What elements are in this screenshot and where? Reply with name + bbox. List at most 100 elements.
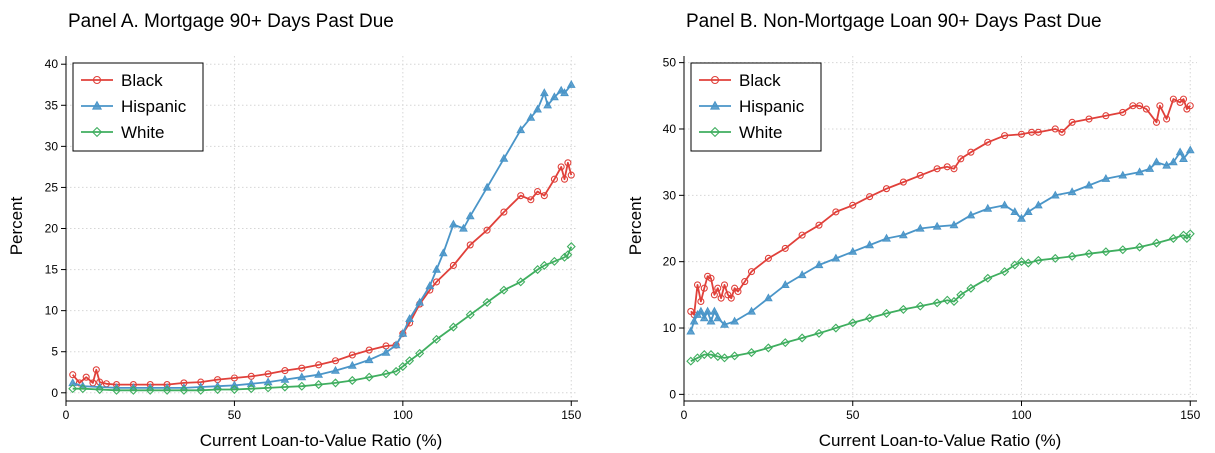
- data-point-black: [1136, 102, 1144, 110]
- data-point-hispanic: [543, 100, 553, 109]
- data-point-hispanic: [797, 270, 807, 279]
- data-point-white: [693, 353, 703, 363]
- data-point-black: [540, 192, 548, 200]
- data-point-hispanic: [1084, 180, 1094, 189]
- legend-item-white: White: [699, 123, 782, 142]
- data-point-black: [1156, 102, 1164, 110]
- axes: 0 50 100 150 0 10 20 30 40 50: [663, 56, 1201, 422]
- data-point-black: [882, 185, 891, 193]
- data-point-hispanic: [713, 313, 723, 322]
- y-tick-label: 10: [45, 304, 59, 318]
- axes: 0 50 100 150 0 5 10 15 20 25 30 35 40: [45, 56, 582, 422]
- data-point-black: [832, 208, 840, 216]
- data-point-white: [68, 384, 78, 394]
- data-point-black: [1058, 128, 1066, 136]
- data-point-white: [814, 328, 824, 338]
- data-point-hispanic: [425, 281, 435, 290]
- data-point-black: [984, 138, 992, 146]
- series-black: [687, 95, 1194, 319]
- data-point-white: [391, 366, 401, 376]
- legend-item-hispanic: Hispanic: [81, 97, 187, 116]
- data-point-black: [466, 241, 474, 249]
- data-point-black: [950, 165, 958, 173]
- data-point-black: [315, 361, 323, 369]
- data-point-white: [1067, 251, 1077, 261]
- data-point-hispanic: [560, 88, 569, 97]
- y-tick-label: 15: [45, 263, 59, 277]
- data-point-hispanic: [347, 360, 357, 369]
- y-tick-label: 35: [45, 98, 59, 112]
- panel-title: Panel A. Mortgage 90+ Days Past Due: [68, 11, 394, 32]
- data-point-hispanic: [230, 380, 239, 389]
- data-point-hispanic: [720, 319, 729, 328]
- data-point-hispanic: [898, 230, 908, 239]
- data-point-white: [1118, 245, 1128, 255]
- data-point-black: [1152, 118, 1161, 126]
- data-point-hispanic: [1118, 170, 1128, 179]
- data-point-black: [1051, 125, 1059, 133]
- data-point-white: [95, 385, 105, 395]
- data-point-white: [1000, 267, 1010, 277]
- data-point-black: [557, 163, 565, 171]
- data-point-white: [145, 385, 155, 395]
- data-point-black: [500, 208, 508, 216]
- data-point-hispanic: [699, 313, 709, 322]
- data-point-hispanic: [539, 88, 549, 97]
- data-point-white: [780, 338, 790, 348]
- data-point-black: [1017, 130, 1026, 138]
- data-point-white: [831, 323, 841, 333]
- data-point-hispanic: [280, 374, 290, 383]
- data-point-hispanic: [448, 219, 458, 228]
- series-white: [68, 242, 576, 395]
- data-point-black: [1186, 102, 1194, 110]
- data-point-black: [264, 370, 272, 378]
- data-point-black: [720, 281, 729, 289]
- y-tick-label: 50: [663, 56, 677, 70]
- data-point-black: [781, 244, 789, 252]
- data-point-white: [448, 322, 458, 332]
- legend-marker: [709, 100, 721, 110]
- y-tick-label: 0: [51, 386, 58, 400]
- data-point-black: [717, 294, 725, 302]
- data-point-white: [763, 343, 773, 353]
- data-point-white: [549, 256, 559, 266]
- data-point-hispanic: [482, 182, 492, 191]
- legend-marker: [710, 75, 720, 85]
- data-point-black: [693, 281, 702, 289]
- data-point-black: [727, 294, 735, 302]
- data-point-black: [967, 148, 975, 156]
- data-point-white: [1050, 253, 1060, 263]
- data-point-white: [942, 295, 952, 305]
- y-tick-label: 40: [663, 122, 677, 136]
- data-point-white: [560, 252, 570, 262]
- data-point-black: [815, 221, 823, 229]
- data-point-hispanic: [516, 125, 526, 134]
- data-point-hispanic: [966, 210, 976, 219]
- data-point-white: [213, 385, 223, 395]
- data-point-hispanic: [747, 306, 756, 315]
- data-point-hispanic: [1067, 187, 1077, 196]
- data-point-hispanic: [1185, 145, 1195, 154]
- data-point-hispanic: [686, 326, 696, 335]
- data-point-black: [1028, 128, 1036, 136]
- series-layer: [68, 79, 576, 395]
- data-point-black: [348, 351, 356, 359]
- data-point-hispanic: [1179, 154, 1188, 162]
- data-point-black: [697, 297, 705, 306]
- data-point-black: [1169, 95, 1177, 103]
- grid: [65, 56, 578, 401]
- data-point-black: [734, 287, 742, 296]
- data-point-hispanic: [763, 293, 773, 302]
- data-point-black: [517, 192, 525, 200]
- data-point-black: [281, 367, 289, 375]
- data-point-hispanic: [1050, 190, 1060, 199]
- x-tick-label: 50: [228, 408, 242, 422]
- data-point-white: [1185, 229, 1195, 239]
- data-point-black: [1179, 95, 1188, 103]
- data-point-white: [1084, 249, 1094, 259]
- data-point-black: [849, 201, 857, 209]
- data-point-black: [747, 268, 756, 276]
- data-point-black: [1001, 132, 1009, 140]
- data-point-hispanic: [246, 378, 256, 387]
